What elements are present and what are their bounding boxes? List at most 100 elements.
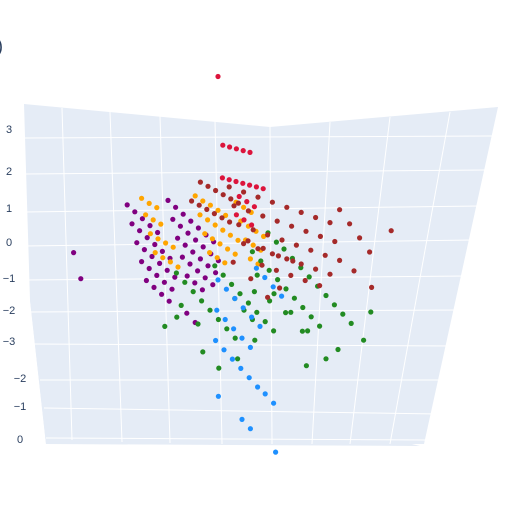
data-point[interactable] bbox=[213, 187, 219, 194]
data-point[interactable] bbox=[240, 180, 246, 186]
data-point[interactable] bbox=[195, 268, 201, 274]
data-point[interactable] bbox=[195, 321, 201, 327]
data-point[interactable] bbox=[250, 242, 256, 248]
data-point[interactable] bbox=[184, 273, 190, 279]
data-point[interactable] bbox=[265, 294, 271, 300]
data-point[interactable] bbox=[147, 223, 153, 229]
data-point[interactable] bbox=[337, 207, 343, 213]
data-point[interactable] bbox=[164, 267, 170, 273]
data-point[interactable] bbox=[332, 238, 338, 245]
data-point[interactable] bbox=[253, 184, 259, 190]
data-point[interactable] bbox=[293, 242, 299, 248]
data-point[interactable] bbox=[212, 263, 218, 269]
data-point[interactable] bbox=[262, 274, 268, 281]
data-point[interactable] bbox=[275, 277, 281, 283]
data-point[interactable] bbox=[233, 146, 239, 152]
data-point[interactable] bbox=[241, 241, 247, 247]
data-point[interactable] bbox=[152, 241, 158, 248]
data-point[interactable] bbox=[313, 266, 319, 272]
data-point[interactable] bbox=[144, 235, 150, 241]
data-point[interactable] bbox=[367, 249, 373, 255]
data-point[interactable] bbox=[233, 178, 239, 185]
data-point[interactable] bbox=[283, 310, 289, 316]
data-point[interactable] bbox=[129, 221, 135, 227]
data-point[interactable] bbox=[143, 277, 149, 284]
data-point[interactable] bbox=[134, 240, 140, 246]
data-point[interactable] bbox=[188, 218, 194, 224]
data-point[interactable] bbox=[139, 216, 145, 222]
data-point[interactable] bbox=[159, 248, 165, 254]
data-point[interactable] bbox=[165, 197, 171, 203]
data-point[interactable] bbox=[185, 230, 191, 236]
data-point[interactable] bbox=[291, 295, 297, 301]
data-point[interactable] bbox=[368, 309, 374, 315]
data-point[interactable] bbox=[302, 277, 308, 284]
data-point[interactable] bbox=[205, 263, 211, 269]
data-point[interactable] bbox=[247, 344, 253, 350]
data-point[interactable] bbox=[229, 281, 235, 287]
data-point[interactable] bbox=[155, 236, 161, 242]
data-point[interactable] bbox=[78, 276, 84, 282]
data-point[interactable] bbox=[226, 184, 232, 190]
data-point[interactable] bbox=[195, 225, 201, 231]
data-point[interactable] bbox=[151, 284, 157, 290]
data-point[interactable] bbox=[139, 195, 145, 201]
data-point[interactable] bbox=[279, 237, 285, 243]
data-point[interactable] bbox=[170, 216, 176, 222]
data-point[interactable] bbox=[260, 186, 266, 192]
data-point[interactable] bbox=[233, 212, 239, 218]
data-point[interactable] bbox=[175, 235, 181, 241]
data-point[interactable] bbox=[250, 227, 256, 233]
data-point[interactable] bbox=[235, 200, 241, 206]
data-point[interactable] bbox=[247, 256, 253, 262]
data-point[interactable] bbox=[231, 326, 237, 332]
data-point[interactable] bbox=[254, 272, 260, 278]
data-point[interactable] bbox=[158, 221, 164, 227]
data-point[interactable] bbox=[303, 228, 309, 234]
data-point[interactable] bbox=[149, 253, 155, 260]
data-point[interactable] bbox=[71, 250, 77, 256]
data-point[interactable] bbox=[269, 251, 275, 257]
data-point[interactable] bbox=[299, 328, 305, 334]
data-point[interactable] bbox=[214, 307, 220, 313]
data-point[interactable] bbox=[270, 284, 276, 290]
data-point[interactable] bbox=[216, 365, 222, 371]
data-point[interactable] bbox=[337, 257, 343, 263]
data-point[interactable] bbox=[209, 236, 215, 242]
data-point[interactable] bbox=[277, 285, 283, 291]
data-point[interactable] bbox=[154, 205, 160, 211]
data-point[interactable] bbox=[166, 298, 172, 304]
data-point[interactable] bbox=[361, 337, 367, 343]
data-point[interactable] bbox=[211, 211, 217, 217]
data-point[interactable] bbox=[308, 314, 314, 320]
data-point[interactable] bbox=[271, 291, 277, 297]
data-point[interactable] bbox=[273, 267, 279, 273]
data-point[interactable] bbox=[205, 183, 211, 189]
data-point[interactable] bbox=[279, 293, 285, 299]
data-point[interactable] bbox=[265, 232, 271, 238]
data-point[interactable] bbox=[340, 311, 346, 317]
data-point[interactable] bbox=[255, 194, 261, 200]
data-point[interactable] bbox=[388, 228, 394, 234]
data-point[interactable] bbox=[141, 247, 147, 253]
data-point[interactable] bbox=[220, 142, 226, 148]
data-point[interactable] bbox=[244, 199, 250, 205]
data-point[interactable] bbox=[228, 196, 234, 202]
data-point[interactable] bbox=[247, 426, 253, 432]
data-point[interactable] bbox=[173, 204, 179, 210]
data-point[interactable] bbox=[260, 245, 266, 251]
data-point[interactable] bbox=[220, 227, 226, 233]
data-point[interactable] bbox=[215, 207, 221, 213]
data-point[interactable] bbox=[212, 222, 218, 228]
data-point[interactable] bbox=[215, 393, 221, 399]
data-point[interactable] bbox=[284, 256, 290, 262]
data-point[interactable] bbox=[226, 177, 232, 183]
data-point[interactable] bbox=[327, 271, 333, 277]
data-point[interactable] bbox=[290, 258, 296, 264]
data-point[interactable] bbox=[152, 250, 158, 256]
data-point[interactable] bbox=[249, 222, 255, 228]
data-point[interactable] bbox=[219, 215, 225, 221]
data-point[interactable] bbox=[298, 261, 304, 267]
data-point[interactable] bbox=[255, 384, 261, 390]
data-point[interactable] bbox=[262, 319, 268, 325]
